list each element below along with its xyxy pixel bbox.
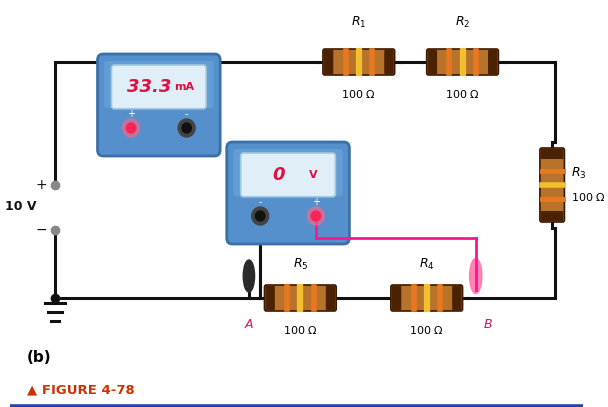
Text: ▲ FIGURE 4-78: ▲ FIGURE 4-78 <box>27 383 134 396</box>
FancyBboxPatch shape <box>384 50 394 74</box>
FancyBboxPatch shape <box>452 286 461 310</box>
Circle shape <box>255 211 265 221</box>
Text: V: V <box>309 170 317 180</box>
FancyBboxPatch shape <box>541 211 564 221</box>
FancyBboxPatch shape <box>541 149 564 159</box>
FancyBboxPatch shape <box>233 149 343 196</box>
FancyBboxPatch shape <box>392 286 401 310</box>
Text: 100 $\Omega$: 100 $\Omega$ <box>283 324 318 336</box>
FancyBboxPatch shape <box>427 49 499 75</box>
Circle shape <box>252 207 269 225</box>
Text: mA: mA <box>174 82 194 92</box>
FancyBboxPatch shape <box>391 285 463 311</box>
Text: 100 $\Omega$: 100 $\Omega$ <box>571 191 606 203</box>
Ellipse shape <box>469 258 482 293</box>
Text: 10 V: 10 V <box>5 201 36 214</box>
Text: 100 $\Omega$: 100 $\Omega$ <box>409 324 444 336</box>
FancyBboxPatch shape <box>111 65 206 109</box>
Text: 33.3: 33.3 <box>127 78 171 96</box>
Text: $R_3$: $R_3$ <box>571 166 587 181</box>
Text: $R_5$: $R_5$ <box>292 257 308 272</box>
Text: $R_4$: $R_4$ <box>419 257 435 272</box>
FancyBboxPatch shape <box>264 285 336 311</box>
FancyBboxPatch shape <box>227 142 350 244</box>
FancyBboxPatch shape <box>104 61 213 108</box>
FancyBboxPatch shape <box>324 50 333 74</box>
Text: 0: 0 <box>272 166 285 184</box>
Text: A: A <box>244 318 253 331</box>
Text: 100 $\Omega$: 100 $\Omega$ <box>342 88 376 100</box>
Text: B: B <box>483 318 492 331</box>
Circle shape <box>126 123 136 133</box>
Text: $R_2$: $R_2$ <box>455 15 470 30</box>
Text: -: - <box>185 109 188 119</box>
FancyBboxPatch shape <box>540 148 564 222</box>
FancyBboxPatch shape <box>323 49 395 75</box>
Text: +: + <box>312 197 320 207</box>
Ellipse shape <box>243 260 255 292</box>
FancyBboxPatch shape <box>241 153 336 197</box>
FancyBboxPatch shape <box>427 50 437 74</box>
Text: -: - <box>258 197 262 207</box>
Text: 100 $\Omega$: 100 $\Omega$ <box>445 88 480 100</box>
Circle shape <box>182 123 192 133</box>
FancyBboxPatch shape <box>326 286 335 310</box>
Text: −: − <box>36 223 47 237</box>
Text: (b): (b) <box>27 350 52 365</box>
Text: $R_1$: $R_1$ <box>351 15 367 30</box>
Circle shape <box>311 211 320 221</box>
Text: +: + <box>127 109 135 119</box>
Circle shape <box>178 119 195 137</box>
Circle shape <box>123 119 139 137</box>
Circle shape <box>308 207 325 225</box>
Text: +: + <box>36 178 47 192</box>
FancyBboxPatch shape <box>488 50 497 74</box>
FancyBboxPatch shape <box>266 286 275 310</box>
FancyBboxPatch shape <box>97 54 220 156</box>
